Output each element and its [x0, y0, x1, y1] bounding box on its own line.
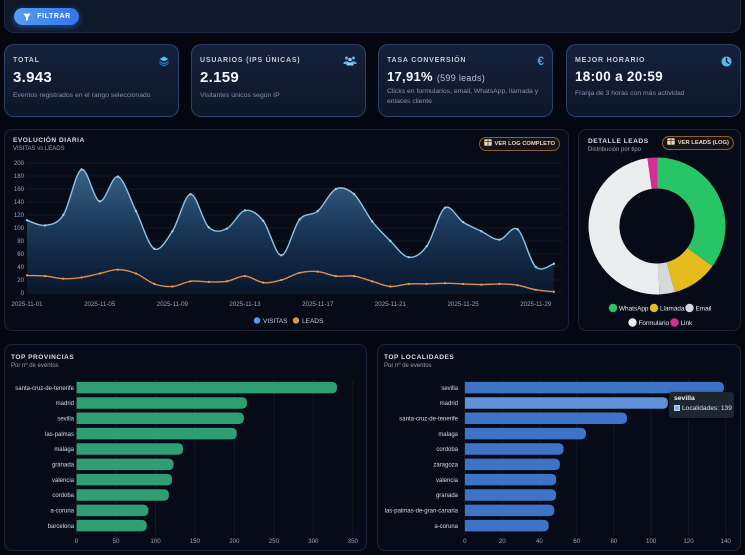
svg-text:200: 200 — [229, 538, 240, 545]
svg-text:LEADS: LEADS — [302, 318, 324, 325]
svg-text:2025-11-05: 2025-11-05 — [84, 301, 116, 308]
svg-text:valencia: valencia — [436, 478, 459, 484]
svg-text:100: 100 — [14, 225, 25, 232]
svg-text:2025-11-29: 2025-11-29 — [520, 301, 552, 308]
svg-text:madrid: madrid — [440, 401, 458, 407]
svg-text:sevilla: sevilla — [441, 386, 458, 392]
svg-text:120: 120 — [683, 538, 694, 545]
svg-text:cordoba: cordoba — [52, 493, 74, 499]
svg-text:WhatsApp: WhatsApp — [619, 305, 649, 312]
svg-text:50: 50 — [113, 538, 120, 545]
svg-text:20: 20 — [17, 277, 24, 284]
svg-text:las-palmas-de-gran-canaria: las-palmas-de-gran-canaria — [385, 509, 459, 515]
svg-text:zaragoza: zaragoza — [433, 463, 458, 469]
svg-text:100: 100 — [646, 538, 657, 545]
svg-text:200: 200 — [14, 160, 25, 167]
svg-text:Formulario: Formulario — [639, 320, 670, 327]
svg-text:160: 160 — [14, 186, 25, 193]
svg-text:madrid: madrid — [56, 401, 74, 407]
svg-text:Link: Link — [681, 320, 694, 327]
svg-text:2025-11-25: 2025-11-25 — [447, 301, 479, 308]
svg-text:valencia: valencia — [52, 478, 75, 484]
svg-text:140: 140 — [14, 199, 25, 206]
svg-text:Email: Email — [696, 305, 712, 312]
svg-text:2025-11-01: 2025-11-01 — [11, 301, 43, 308]
svg-text:2025-11-09: 2025-11-09 — [157, 301, 189, 308]
svg-text:malaga: malaga — [54, 447, 74, 453]
svg-text:2025-11-13: 2025-11-13 — [229, 301, 261, 308]
svg-text:cordoba: cordoba — [436, 447, 458, 453]
svg-text:60: 60 — [573, 538, 580, 545]
svg-text:granada: granada — [436, 493, 459, 499]
svg-text:40: 40 — [536, 538, 543, 545]
svg-text:150: 150 — [190, 538, 201, 545]
svg-text:180: 180 — [14, 173, 25, 180]
svg-text:malaga: malaga — [438, 432, 458, 438]
svg-text:80: 80 — [17, 238, 24, 245]
svg-text:las-palmas: las-palmas — [45, 432, 74, 438]
svg-text:Llamada: Llamada — [660, 305, 685, 312]
svg-text:VISITAS: VISITAS — [263, 318, 288, 325]
svg-text:60: 60 — [17, 251, 24, 258]
svg-text:40: 40 — [17, 264, 24, 271]
svg-text:120: 120 — [14, 212, 25, 219]
svg-text:2025-11-21: 2025-11-21 — [375, 301, 407, 308]
svg-text:barcelona: barcelona — [48, 524, 75, 530]
svg-text:santa-cruz-de-tenerife: santa-cruz-de-tenerife — [399, 417, 458, 423]
svg-text:250: 250 — [269, 538, 280, 545]
svg-text:santa-cruz-de-tenerife: santa-cruz-de-tenerife — [15, 386, 74, 392]
svg-text:sevilla: sevilla — [57, 417, 74, 423]
svg-text:80: 80 — [610, 538, 617, 545]
svg-text:350: 350 — [348, 538, 359, 545]
svg-text:0: 0 — [75, 538, 79, 545]
svg-text:a-coruna: a-coruna — [434, 524, 458, 530]
svg-text:20: 20 — [499, 538, 506, 545]
svg-text:0: 0 — [21, 290, 25, 297]
svg-text:2025-11-17: 2025-11-17 — [302, 301, 334, 308]
svg-text:100: 100 — [150, 538, 161, 545]
svg-text:140: 140 — [721, 538, 732, 545]
svg-text:granada: granada — [52, 463, 75, 469]
svg-text:300: 300 — [308, 538, 319, 545]
svg-text:a-coruna: a-coruna — [50, 509, 74, 515]
svg-text:0: 0 — [463, 538, 467, 545]
